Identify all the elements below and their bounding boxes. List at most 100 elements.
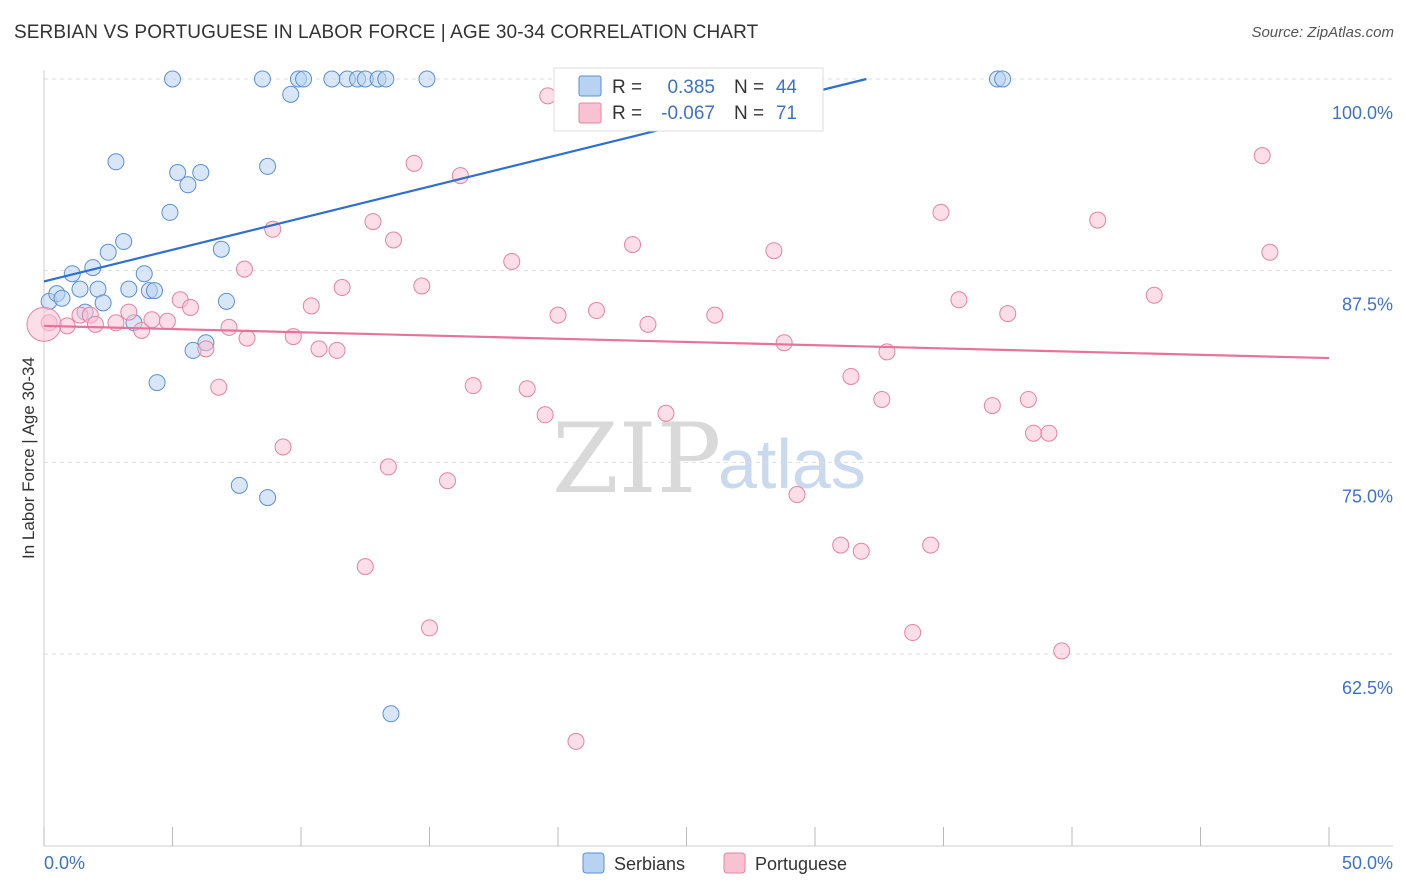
serbians-point [295, 70, 313, 88]
portuguese-point [181, 298, 199, 316]
serbians-point [161, 203, 179, 221]
gridlines [44, 78, 1393, 655]
portuguese-point [364, 213, 382, 231]
portuguese-point [588, 302, 606, 320]
portuguese-point [657, 404, 675, 422]
source-credit: Source: ZipAtlas.com [1251, 24, 1394, 41]
portuguese-point [999, 305, 1017, 323]
portuguese-point [26, 306, 62, 342]
portuguese-point [302, 297, 320, 315]
portuguese-point [235, 260, 253, 278]
portuguese-point [405, 154, 423, 172]
portuguese-point [518, 380, 536, 398]
serbians-point [382, 705, 400, 723]
y-tick-labels: 62.5% 75.0% 87.5% 100.0% [1332, 103, 1393, 698]
portuguese-point [274, 438, 292, 456]
portuguese-point [852, 542, 870, 560]
portuguese-point [832, 536, 850, 554]
portuguese-point [765, 242, 783, 260]
portuguese-point [536, 406, 554, 424]
portuguese-point [549, 306, 567, 324]
serbians-point [217, 292, 235, 310]
legend-n-value-serbians: 44 [776, 77, 798, 98]
legend-swatch-serbians [578, 75, 602, 97]
bottom-legend-label-serbians: Serbians [614, 854, 685, 874]
y-tick-label: 87.5% [1342, 295, 1393, 315]
serbians-point [418, 70, 436, 88]
serbians-point [99, 243, 117, 261]
portuguese-point [413, 277, 431, 295]
portuguese-point [385, 231, 403, 249]
portuguese-point [1089, 211, 1107, 229]
portuguese-point [1145, 286, 1163, 304]
serbians-point [115, 233, 133, 251]
legend-r-label-serbians: R = [612, 77, 642, 98]
portuguese-point [950, 291, 968, 309]
portuguese-trend-line [43, 324, 1330, 360]
y-tick-label: 62.5% [1342, 678, 1393, 698]
portuguese-point [356, 558, 374, 576]
x-ticks [43, 827, 1330, 846]
portuguese-point [1053, 642, 1071, 660]
portuguese-point [1253, 147, 1271, 165]
portuguese-point [1040, 424, 1058, 442]
portuguese-point [143, 311, 161, 329]
y-axis-title: In Labor Force | Age 30-34 [19, 357, 38, 559]
series-legend: Serbians Portuguese [582, 852, 847, 874]
y-tick-label: 75.0% [1342, 486, 1393, 506]
serbians-point [253, 70, 271, 88]
serbians-point [994, 70, 1012, 88]
portuguese-point [328, 341, 346, 359]
portuguese-point [567, 732, 585, 750]
serbians-point [192, 164, 210, 182]
portuguese-point [788, 486, 806, 504]
serbians-point [169, 164, 187, 182]
portuguese-point [421, 619, 438, 637]
portuguese-point [624, 236, 642, 254]
y-tick-label: 100.0% [1332, 103, 1393, 123]
serbians-point [146, 282, 164, 300]
portuguese-point [1019, 390, 1037, 408]
serbians-point [212, 240, 230, 258]
serbians-point [230, 476, 248, 494]
portuguese-point [210, 378, 228, 396]
portuguese-point [775, 334, 793, 352]
serbians-point [164, 70, 181, 88]
portuguese-point [379, 458, 397, 476]
x-tick-label-max: 50.0% [1342, 853, 1393, 873]
portuguese-point [220, 318, 238, 336]
serbians-point [94, 294, 112, 312]
legend-swatch-portuguese [578, 102, 602, 124]
portuguese-point [120, 303, 138, 321]
portuguese-point [922, 536, 940, 554]
bottom-legend-swatch-serbians [582, 852, 605, 874]
portuguese-point [706, 306, 724, 324]
portuguese-point [333, 279, 351, 297]
portuguese-point [539, 87, 557, 105]
legend-n-label-serbians: N = [734, 77, 764, 98]
legend-n-label-portuguese: N = [734, 103, 764, 124]
legend-r-value-portuguese: -0.067 [661, 103, 715, 124]
portuguese-point [158, 312, 176, 330]
watermark-zip: ZIP [552, 403, 721, 515]
serbians-point [259, 489, 277, 507]
serbians-point [259, 157, 277, 175]
serbians-point [71, 280, 89, 298]
portuguese-point [1261, 243, 1279, 261]
bottom-legend-label-portuguese: Portuguese [755, 854, 847, 874]
serbians-point [148, 374, 166, 392]
correlation-legend: R = 0.385 N = 44 R = -0.067 N = 71 [553, 67, 824, 132]
portuguese-point [464, 377, 482, 395]
serbians-point [135, 265, 153, 283]
legend-n-value-portuguese: 71 [776, 103, 797, 124]
serbians-point [179, 176, 197, 194]
portuguese-point [904, 624, 922, 642]
portuguese-point [310, 340, 328, 358]
portuguese-point [197, 340, 215, 358]
serbians-point [377, 70, 395, 88]
portuguese-point [983, 397, 1001, 415]
portuguese-point [932, 203, 950, 221]
x-tick-label-min: 0.0% [44, 853, 85, 873]
portuguese-point [86, 315, 104, 333]
